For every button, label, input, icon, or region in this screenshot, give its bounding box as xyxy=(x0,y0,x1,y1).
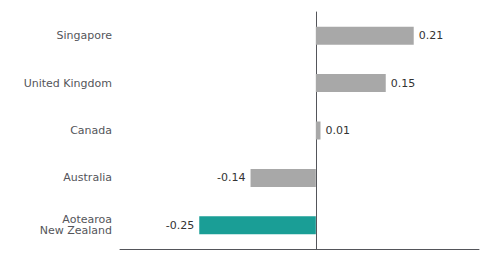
svg-text:0.21: 0.21 xyxy=(419,29,444,42)
svg-text:New Zealand: New Zealand xyxy=(40,224,112,237)
svg-text:Aotearoa: Aotearoa xyxy=(62,213,112,227)
svg-text:Canada: Canada xyxy=(70,124,112,137)
svg-text:-0.14: -0.14 xyxy=(217,171,245,184)
svg-text:United Kingdom: United Kingdom xyxy=(24,77,112,90)
svg-text:Australia: Australia xyxy=(63,171,112,184)
svg-text:-0.25: -0.25 xyxy=(166,219,194,232)
svg-text:0.15: 0.15 xyxy=(391,77,416,90)
svg-text:Singapore: Singapore xyxy=(57,29,113,42)
svg-text:0.01: 0.01 xyxy=(325,124,350,137)
